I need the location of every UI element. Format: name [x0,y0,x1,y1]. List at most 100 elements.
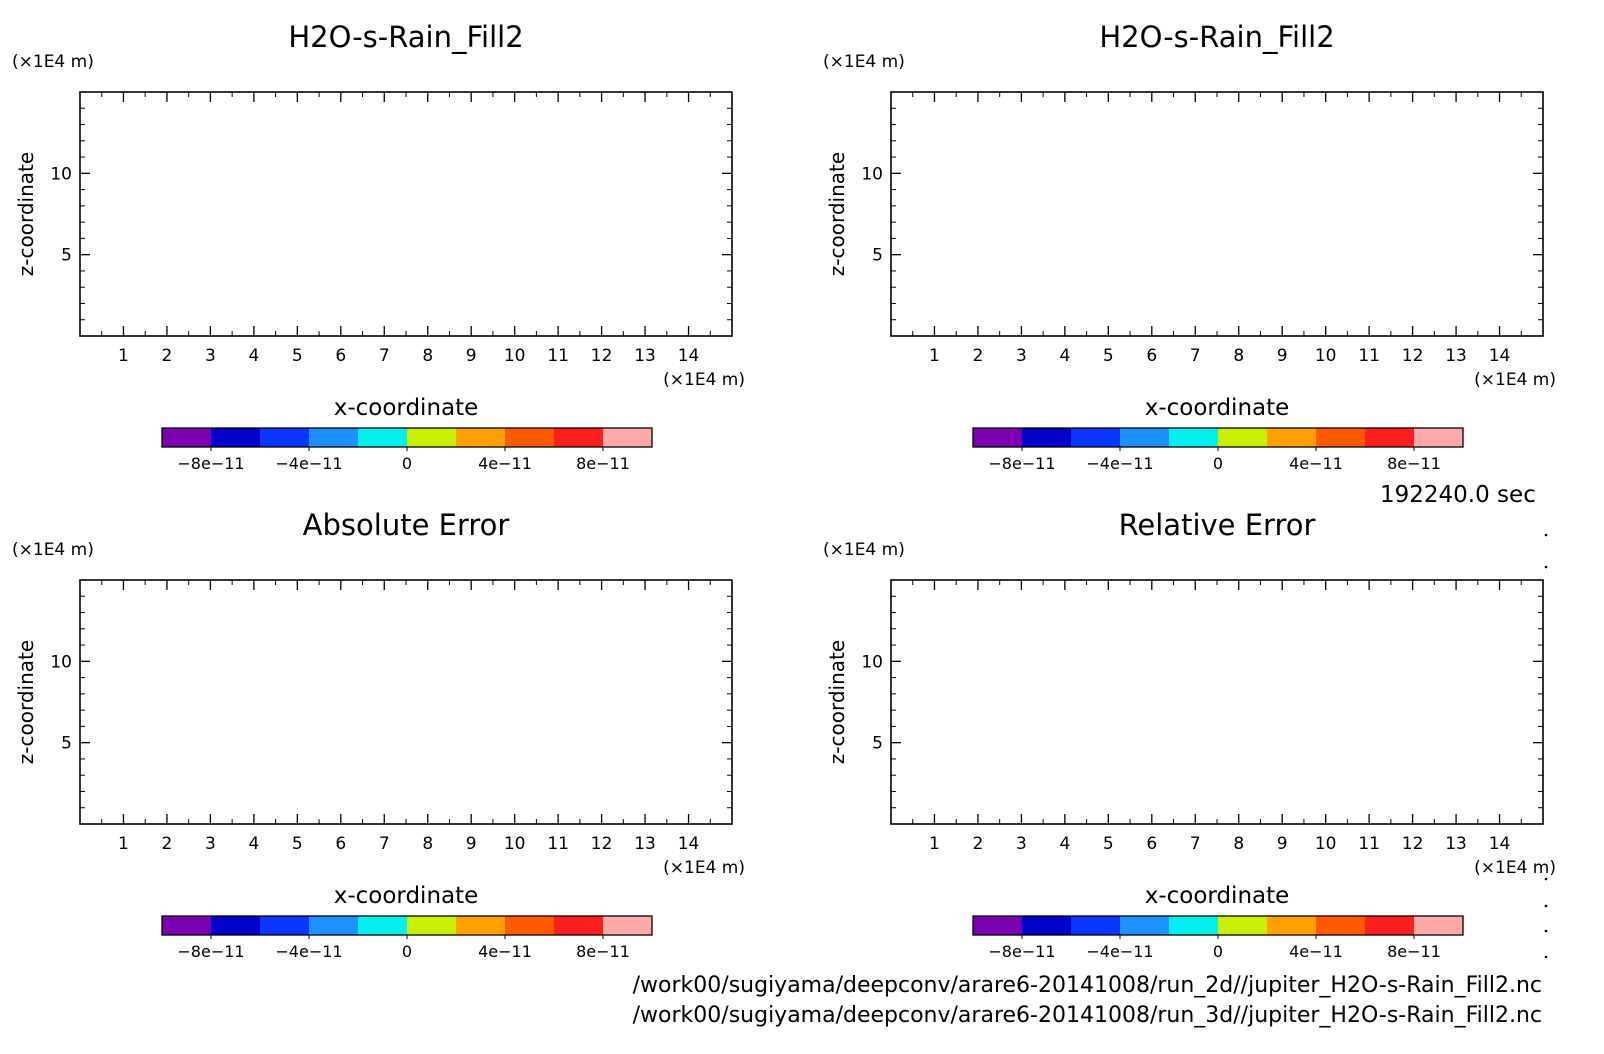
colorbar: −8e−11 −4e−11 0 4e−11 8e−11 [161,915,653,961]
colorbar-tick-label: −8e−11 [177,454,244,473]
y-tick-label: 5 [61,734,72,754]
x-tick-label: 7 [379,346,390,366]
x-tick-label: 11 [1358,346,1380,366]
x-tick-label: 12 [591,834,613,854]
colorbar-segment [1169,916,1219,935]
colorbar-segment [260,916,310,935]
colorbar-segment [603,916,653,935]
x-tick-label: 2 [973,834,984,854]
panel-title-absolute-error: Absolute Error [303,508,510,542]
colorbar-tick-label: −8e−11 [177,942,244,961]
y-tick-label: 10 [861,164,883,184]
y-axis-label: z-coordinate [14,640,38,764]
x-axis-label: x-coordinate [334,883,479,909]
x-unit-label: (×1E4 m) [1474,858,1556,878]
colorbar-tick-label: −4e−11 [275,942,342,961]
colorbar-segment [973,428,1023,447]
colorbar-segment [1267,428,1317,447]
x-tick-label: 10 [504,346,526,366]
x-tick-label: 1 [118,834,129,854]
colorbar-tick-label: −4e−11 [1086,942,1153,961]
colorbar-segment [1365,916,1415,935]
x-tick-label: 1 [929,346,940,366]
x-tick-label: 4 [1059,834,1070,854]
colorbar-tick-label: −4e−11 [275,454,342,473]
x-tick-label: 5 [292,834,303,854]
y-unit-label: (×1E4 m) [12,52,94,72]
edge-dot-marker [1544,955,1548,959]
colorbar-segment [1316,916,1366,935]
y-axis-label: z-coordinate [825,152,849,276]
x-tick-label: 12 [1402,346,1424,366]
colorbar-tick-label: 8e−11 [576,942,630,961]
colorbar-segment [407,916,457,935]
colorbar-segment [1414,428,1464,447]
colorbar-segment [1120,428,1170,447]
colorbar-segment [1120,916,1170,935]
colorbar-segment [1365,428,1415,447]
y-tick-label: 10 [861,652,883,672]
y-tick-label: 5 [61,246,72,266]
x-axis-label: x-coordinate [1145,883,1290,909]
x-tick-label: 3 [1016,346,1027,366]
x-tick-label: 7 [379,834,390,854]
colorbar-tick-label: 8e−11 [576,454,630,473]
x-tick-label: 8 [1233,834,1244,854]
y-unit-label: (×1E4 m) [823,540,905,560]
edge-dot-marker [1544,533,1548,537]
edge-dot-marker [1544,929,1548,933]
plot-frame [79,91,733,337]
y-unit-label: (×1E4 m) [12,540,94,560]
x-tick-label: 11 [547,834,569,854]
y-axis-label: z-coordinate [825,640,849,764]
x-tick-label: 5 [1103,834,1114,854]
x-tick-label: 7 [1190,834,1201,854]
x-tick-label: 1 [929,834,940,854]
colorbar-segment [1316,428,1366,447]
panel-title-relative-error: Relative Error [1119,508,1316,542]
edge-dot-marker [1544,877,1548,881]
colorbar-segment [309,916,359,935]
x-tick-label: 14 [678,346,700,366]
colorbar-segment [1218,916,1268,935]
x-tick-label: 9 [1277,346,1288,366]
colorbar-tick-label: 0 [1213,942,1223,961]
colorbar-segment [1022,916,1072,935]
x-tick-label: 8 [422,346,433,366]
time-label: 192240.0 sec [1380,482,1536,508]
colorbar-segment [456,428,506,447]
y-axis-label: z-coordinate [14,152,38,276]
colorbar-segment [260,428,310,447]
plot-frame [890,91,1544,337]
x-tick-label: 4 [248,346,259,366]
colorbar-tick-label: 8e−11 [1387,454,1441,473]
x-tick-label: 6 [1146,346,1157,366]
colorbar-tick-label: 4e−11 [1289,942,1343,961]
colorbar-tick-label: 4e−11 [478,942,532,961]
x-tick-label: 10 [504,834,526,854]
x-tick-label: 10 [1315,834,1337,854]
x-tick-label: 9 [466,834,477,854]
colorbar: −8e−11 −4e−11 0 4e−11 8e−11 [972,915,1464,961]
colorbar-segment [1169,428,1219,447]
x-tick-label: 4 [1059,346,1070,366]
x-tick-label: 12 [591,346,613,366]
x-tick-label: 11 [547,346,569,366]
colorbar-segment [554,428,604,447]
y-tick-label: 5 [872,246,883,266]
panel-1: H2O-s-Rain_Fill2(×1E4 m)1 2 3 4 5 6 7 8 9 10 11 12 1… [12,20,745,473]
x-tick-label: 2 [973,346,984,366]
x-tick-label: 6 [335,834,346,854]
colorbar-segment [358,428,408,447]
colorbar: −8e−11 −4e−11 0 4e−11 8e−11 [972,427,1464,473]
colorbar-segment [456,916,506,935]
x-tick-label: 5 [292,346,303,366]
colorbar-segment [554,916,604,935]
panel-2: H2O-s-Rain_Fill2(×1E4 m)1 2 3 4 5 6 7 8 9 10 11 12 1… [823,20,1556,473]
colorbar-segment [1267,916,1317,935]
x-tick-label: 8 [422,834,433,854]
colorbar-segment [973,916,1023,935]
x-tick-label: 3 [1016,834,1027,854]
x-tick-label: 14 [1489,834,1511,854]
